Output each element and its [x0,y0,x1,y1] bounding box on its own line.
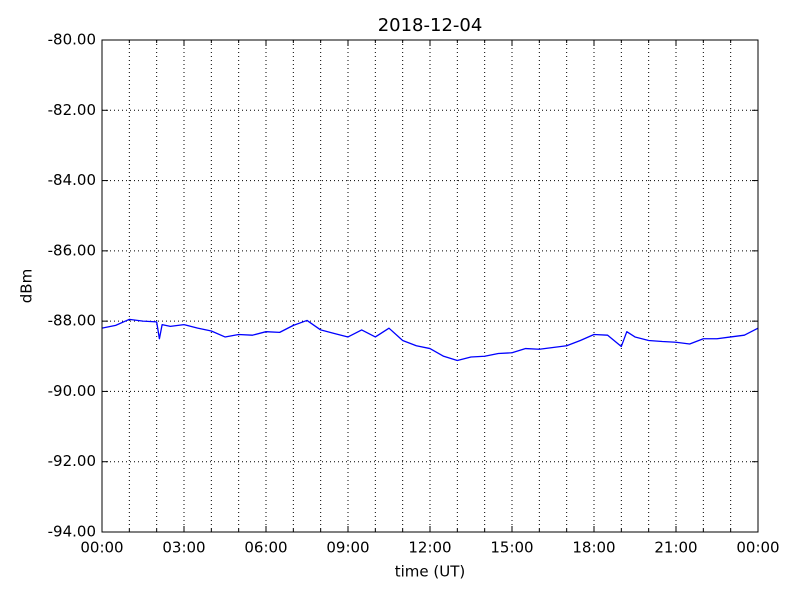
y-tick-label: -86.00 [48,241,96,259]
x-tick-label: 18:00 [572,539,615,557]
data-line [101,318,759,362]
x-axis-label: time (UT) [395,563,466,581]
x-tick-label: 15:00 [490,539,533,557]
x-tick-label: 00:00 [80,539,123,557]
y-tick-label: -94.00 [48,523,96,541]
plot-frame [101,39,759,533]
y-axis-label: dBm [18,269,36,303]
y-tick-label: -88.00 [48,312,96,330]
x-tick-label: 00:00 [736,539,779,557]
y-tick-label: -80.00 [48,31,96,49]
x-tick-label: 03:00 [162,539,205,557]
y-tick-label: -90.00 [48,382,96,400]
y-tick-label: -84.00 [48,171,96,189]
x-tick-label: 06:00 [244,539,287,557]
x-tick-label: 09:00 [326,539,369,557]
y-tick-label: -82.00 [48,101,96,119]
y-tick-label: -92.00 [48,452,96,470]
x-tick-label: 21:00 [654,539,697,557]
x-tick-label: 12:00 [408,539,451,557]
chart-title: 2018-12-04 [378,15,483,36]
